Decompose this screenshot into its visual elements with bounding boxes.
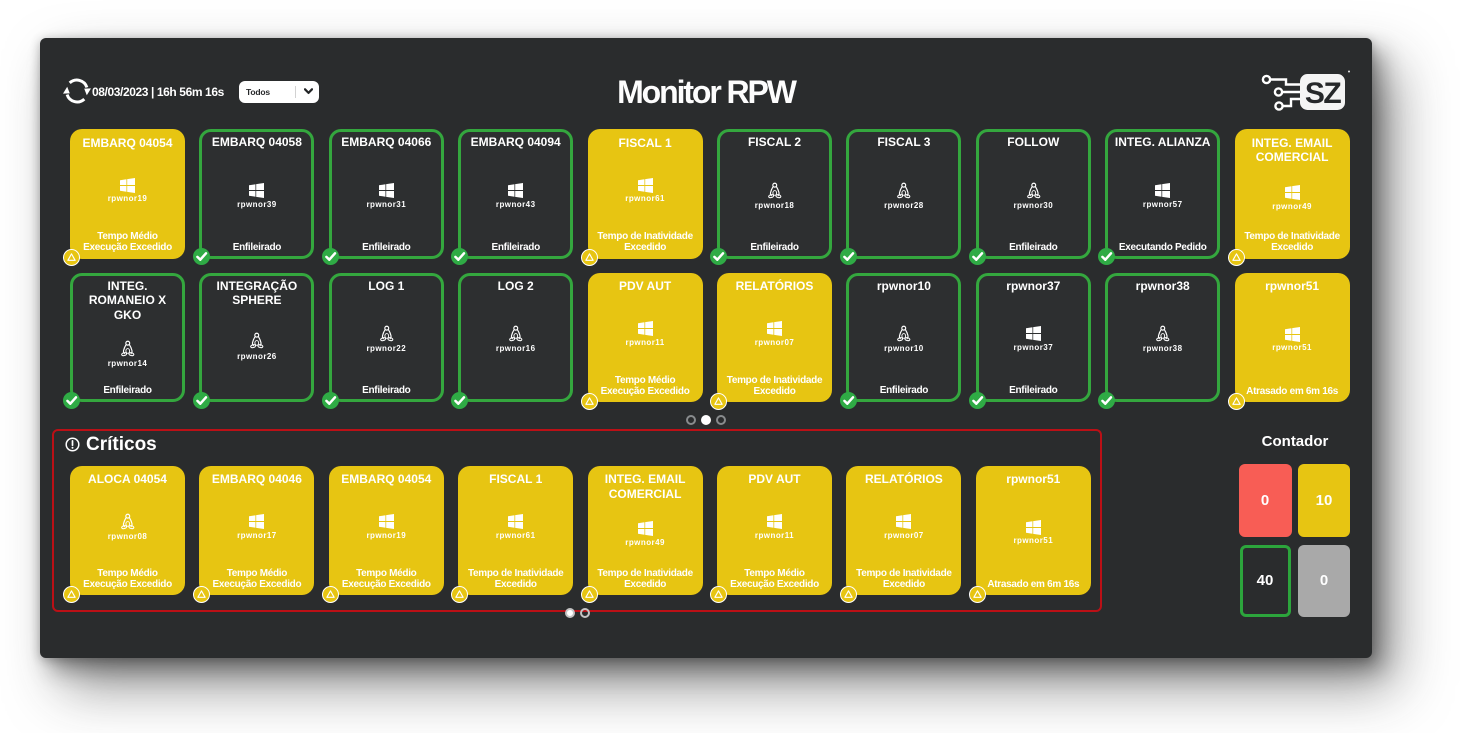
svg-text:SZ: SZ [1305, 77, 1342, 110]
